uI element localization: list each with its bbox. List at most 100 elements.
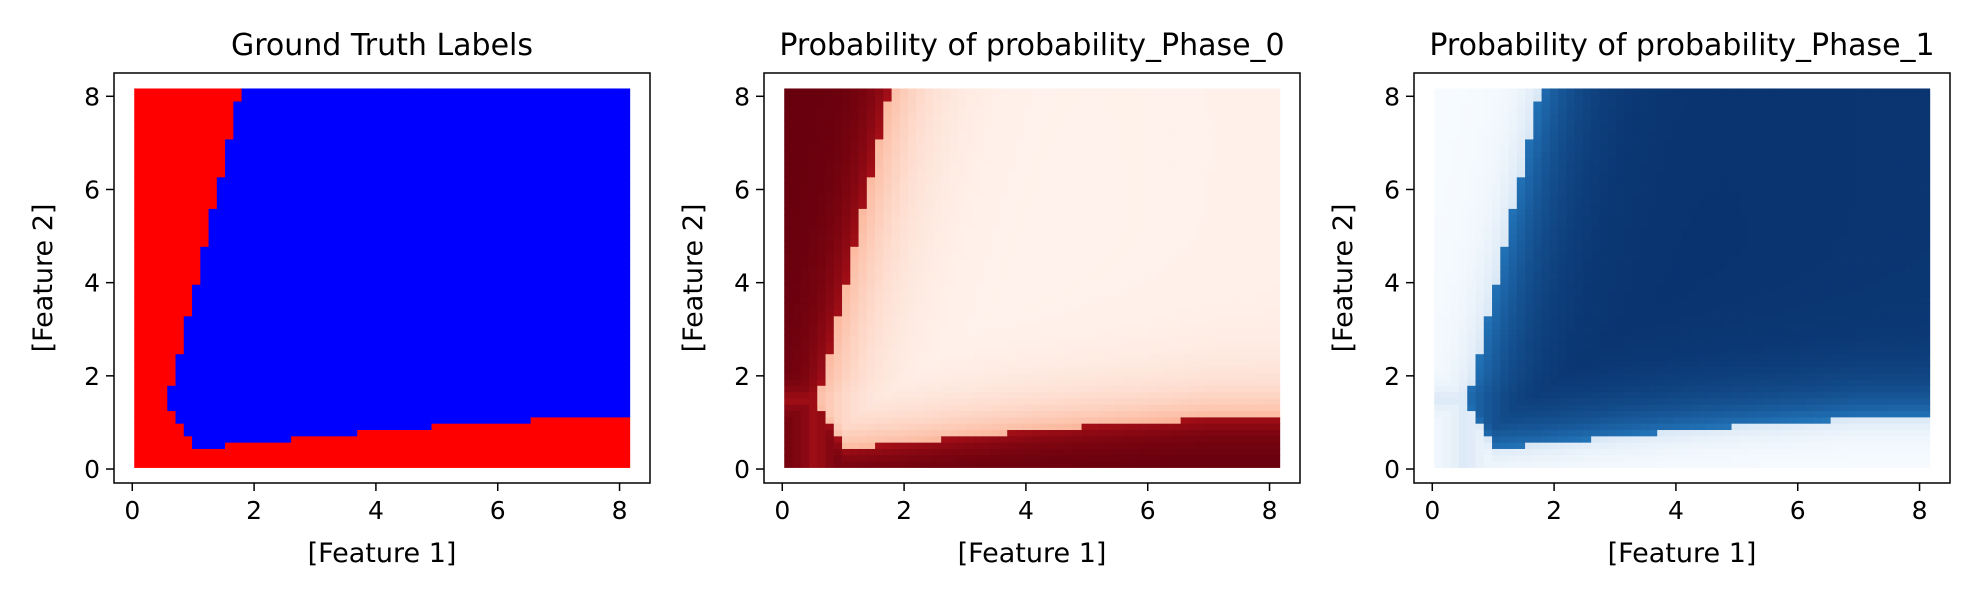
data-point bbox=[842, 164, 851, 172]
data-point bbox=[315, 303, 325, 310]
data-point bbox=[373, 435, 383, 443]
data-point bbox=[941, 240, 950, 247]
data-point bbox=[431, 461, 441, 468]
data-point bbox=[456, 252, 465, 260]
data-point bbox=[809, 88, 818, 96]
data-point bbox=[291, 170, 300, 178]
data-point bbox=[249, 139, 259, 146]
data-point bbox=[957, 107, 967, 115]
data-point bbox=[596, 429, 606, 437]
data-point bbox=[315, 265, 325, 273]
data-point bbox=[932, 341, 942, 348]
data-point bbox=[481, 227, 490, 235]
data-point bbox=[481, 309, 490, 317]
data-point bbox=[431, 240, 441, 247]
data-point bbox=[134, 202, 143, 209]
data-point bbox=[858, 423, 868, 431]
data-point bbox=[784, 360, 793, 367]
data-point bbox=[957, 139, 967, 146]
data-point bbox=[613, 227, 622, 235]
data-point bbox=[258, 322, 267, 329]
data-point bbox=[571, 454, 581, 462]
data-point bbox=[307, 423, 317, 431]
data-point bbox=[291, 416, 300, 424]
data-point bbox=[941, 385, 950, 393]
data-point bbox=[216, 233, 226, 241]
data-point bbox=[150, 360, 160, 367]
data-point bbox=[784, 151, 793, 159]
data-point bbox=[439, 461, 449, 468]
data-point bbox=[604, 120, 614, 127]
data-point bbox=[225, 372, 234, 380]
data-point bbox=[571, 120, 581, 127]
data-point bbox=[883, 183, 892, 190]
data-point bbox=[299, 157, 309, 165]
data-point bbox=[167, 88, 176, 96]
data-point bbox=[324, 120, 333, 127]
data-point bbox=[291, 429, 300, 437]
data-point bbox=[555, 94, 565, 102]
data-point bbox=[941, 404, 950, 412]
data-point bbox=[604, 246, 614, 254]
data-point bbox=[348, 366, 358, 374]
data-point bbox=[406, 101, 416, 108]
data-point bbox=[439, 151, 449, 159]
data-point bbox=[415, 265, 424, 273]
data-point bbox=[200, 227, 209, 235]
data-point bbox=[965, 259, 975, 266]
data-point bbox=[159, 423, 168, 431]
data-point bbox=[530, 88, 540, 96]
data-point bbox=[390, 391, 399, 399]
data-point bbox=[225, 233, 234, 241]
data-point bbox=[941, 126, 950, 134]
data-point bbox=[464, 164, 474, 172]
data-point bbox=[932, 461, 942, 468]
data-point bbox=[825, 315, 835, 323]
data-point bbox=[249, 341, 259, 348]
data-point bbox=[916, 227, 926, 235]
data-point bbox=[332, 101, 342, 108]
data-point bbox=[809, 132, 818, 140]
data-point bbox=[365, 252, 375, 260]
data-point bbox=[249, 183, 259, 190]
data-point bbox=[817, 353, 826, 361]
data-point bbox=[580, 139, 589, 146]
data-point bbox=[324, 353, 333, 361]
data-point bbox=[899, 284, 909, 292]
data-point bbox=[208, 341, 218, 348]
data-point bbox=[604, 379, 614, 386]
data-point bbox=[423, 195, 432, 203]
data-point bbox=[307, 404, 317, 412]
data-point bbox=[489, 227, 499, 235]
data-point bbox=[916, 296, 926, 304]
data-point bbox=[875, 208, 884, 216]
data-point bbox=[348, 233, 358, 241]
data-point bbox=[571, 107, 581, 115]
data-point bbox=[941, 195, 950, 203]
data-point bbox=[613, 347, 622, 355]
data-point bbox=[167, 94, 176, 102]
data-point bbox=[415, 290, 424, 298]
data-point bbox=[167, 385, 176, 393]
data-point bbox=[340, 398, 350, 405]
data-point bbox=[456, 240, 465, 247]
data-point bbox=[497, 252, 507, 260]
data-point bbox=[315, 322, 325, 329]
x-tick-label: 6 bbox=[490, 496, 506, 525]
data-point bbox=[225, 366, 234, 374]
data-point bbox=[784, 353, 793, 361]
data-point bbox=[957, 183, 967, 190]
data-point bbox=[348, 126, 358, 134]
data-point bbox=[448, 246, 457, 254]
data-point bbox=[875, 157, 884, 165]
data-point bbox=[858, 189, 868, 197]
data-point bbox=[842, 214, 851, 222]
data-point bbox=[621, 296, 631, 304]
data-point bbox=[489, 353, 499, 361]
data-point bbox=[899, 195, 909, 203]
data-point bbox=[456, 404, 465, 412]
data-point bbox=[924, 183, 934, 190]
data-point bbox=[175, 309, 185, 317]
data-point bbox=[481, 328, 490, 336]
data-point bbox=[489, 94, 499, 102]
